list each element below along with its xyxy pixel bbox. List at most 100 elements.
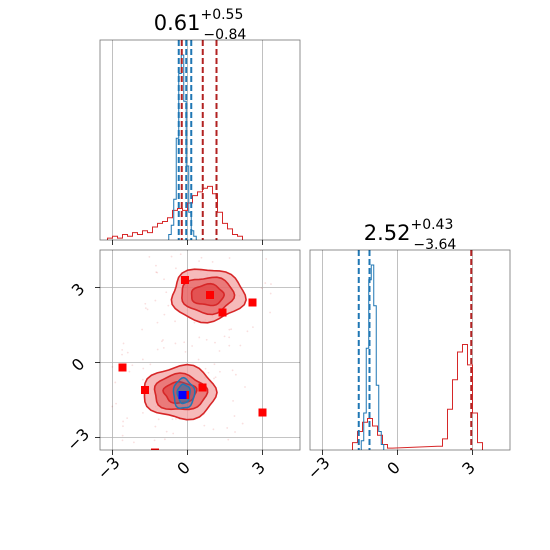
scatter-dot xyxy=(232,400,234,402)
scatter-dot xyxy=(163,313,166,316)
scatter-dot xyxy=(231,369,234,372)
scatter-dot xyxy=(241,422,244,425)
scatter-dot xyxy=(223,335,226,338)
red-histogram xyxy=(352,344,483,450)
panel-bottom-right: −3 0 3 2.52+0.43 −3.64 xyxy=(304,217,511,483)
scatter-dot xyxy=(155,271,158,274)
scatter-dot xyxy=(142,411,144,414)
scatter-dot xyxy=(165,430,168,433)
scatter-dot xyxy=(175,417,177,420)
scatter-dot xyxy=(122,420,124,423)
panel-title-top-left: 0.61+0.55 −0.84 xyxy=(154,7,247,43)
scatter-dot xyxy=(172,432,175,435)
scatter-dot xyxy=(115,402,117,405)
scatter-dot xyxy=(165,291,168,294)
scatter-dot xyxy=(264,282,267,284)
scatter-dot xyxy=(156,321,159,324)
scatter-dot xyxy=(155,264,157,267)
scatter-dot xyxy=(128,370,131,373)
scatter-dot xyxy=(132,441,135,444)
scatter-dot xyxy=(203,424,206,427)
quantile-lines-bottom-right xyxy=(357,250,473,450)
scatter-dot xyxy=(122,342,125,345)
ticks-bottom-right: −3 0 3 xyxy=(304,450,479,483)
scatter-dot xyxy=(144,302,147,305)
x-tick-label: −3 xyxy=(304,453,334,483)
grid-lines-bottom-right xyxy=(322,250,473,450)
scatter-dot xyxy=(121,439,124,442)
scatter-dot xyxy=(198,336,201,339)
scatter-dot xyxy=(205,338,208,341)
scatter-dot xyxy=(141,358,144,361)
markers-bottom-left xyxy=(118,276,267,450)
scatter-dot xyxy=(142,367,145,370)
scatter-dot xyxy=(121,353,123,356)
y-tick-label: 0 xyxy=(68,354,89,375)
title-sup: +0.55 xyxy=(200,7,243,23)
scatter-dot xyxy=(154,425,157,428)
scatter-dot xyxy=(111,405,114,408)
scatter-dot xyxy=(233,415,236,417)
scatter-dot xyxy=(153,439,156,442)
scatter-dot xyxy=(212,428,215,431)
y-tick-label: 3 xyxy=(68,279,89,300)
scatter-dot xyxy=(161,246,163,248)
red-square-marker xyxy=(248,298,257,307)
scatter-dot xyxy=(260,287,263,290)
red-square-marker xyxy=(151,448,159,450)
scatter-dot xyxy=(163,438,166,441)
scatter-dot xyxy=(200,256,203,259)
scatter-dot xyxy=(126,351,129,354)
x-tick-label: 0 xyxy=(383,458,404,479)
scatter-dot xyxy=(207,371,210,374)
title-sub: −3.64 xyxy=(413,237,456,253)
scatter-dot xyxy=(156,271,159,274)
scatter-dot xyxy=(154,299,157,302)
scatter-dot xyxy=(131,364,134,367)
scatter-dot xyxy=(230,328,233,331)
panel-title-bottom-right: 2.52+0.43 −3.64 xyxy=(364,217,457,253)
ticks-top-left xyxy=(112,240,263,245)
scatter-dot xyxy=(121,348,124,351)
scatter-dot xyxy=(126,417,129,420)
scatter-dot xyxy=(201,247,203,249)
red-square-marker xyxy=(141,386,149,394)
title-value: 2.52 xyxy=(364,221,411,245)
scatter-dot xyxy=(269,311,271,314)
scatter-dot xyxy=(179,253,182,256)
scatter-dot xyxy=(191,345,194,347)
scatter-dot xyxy=(157,418,160,421)
scatter-dot xyxy=(219,370,221,373)
scatter-dot xyxy=(163,278,165,281)
axis-frame-bottom-right xyxy=(309,249,511,451)
histograms-bottom-right xyxy=(352,264,483,450)
y-tick-label: −3 xyxy=(63,425,93,455)
red-square-marker xyxy=(258,408,267,417)
scatter-dot xyxy=(161,340,163,343)
scatter-dot xyxy=(270,283,272,285)
scatter-dot xyxy=(197,358,200,361)
scatter-dot xyxy=(167,304,170,307)
red-square-marker xyxy=(181,276,189,284)
scatter-dot xyxy=(162,339,164,341)
axis-frame-bottom-left xyxy=(99,249,301,451)
scatter-dot xyxy=(213,363,216,366)
scatter-dot xyxy=(121,434,124,437)
scatter-dot xyxy=(148,255,151,258)
scatter-dot xyxy=(227,438,230,441)
scatter-dot xyxy=(214,341,216,344)
title-sup: +0.43 xyxy=(410,217,453,233)
panel-bottom-left: −3 0 3 −3 0 3 xyxy=(63,246,301,483)
scatter-dot xyxy=(228,336,231,339)
scatter-dot xyxy=(146,308,149,311)
red-histogram xyxy=(107,185,243,240)
scatter-dot xyxy=(114,381,117,384)
scatter-dot xyxy=(214,376,217,379)
scatter-dot xyxy=(175,267,177,270)
scatter-dot xyxy=(183,341,186,344)
scatter-dot xyxy=(226,427,229,429)
scatter-dot xyxy=(228,344,231,347)
scatter-dot xyxy=(198,260,200,263)
scatter-dot xyxy=(170,255,173,258)
